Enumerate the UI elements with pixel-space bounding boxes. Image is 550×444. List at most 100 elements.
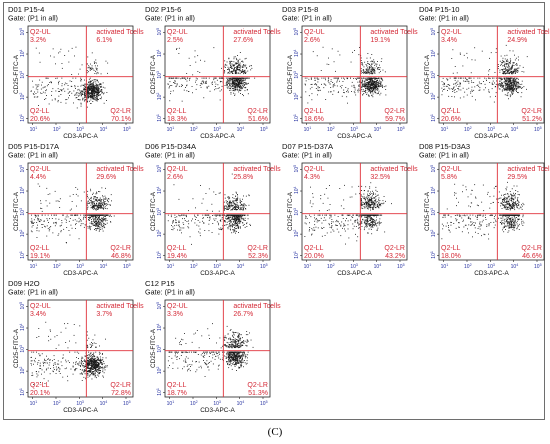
event-dot (521, 71, 523, 72)
event-dot (365, 90, 366, 92)
event-dot (182, 218, 183, 220)
event-dot (370, 71, 372, 72)
event-dot (89, 214, 91, 216)
event-dot (76, 107, 78, 109)
event-dot (97, 218, 99, 220)
event-dot (367, 195, 369, 196)
event-dot (98, 201, 100, 203)
event-dot (373, 220, 375, 222)
event-dot (230, 66, 232, 68)
event-dot (441, 94, 443, 96)
event-dot (221, 89, 222, 91)
event-dot (243, 85, 244, 87)
event-dot (98, 214, 100, 216)
event-dot (216, 221, 218, 223)
event-dot (321, 83, 322, 85)
event-dot (244, 84, 246, 85)
event-dot (229, 72, 231, 74)
event-dot (104, 218, 105, 220)
event-dot (234, 73, 236, 74)
event-dot (95, 205, 97, 207)
event-dot (80, 220, 82, 222)
event-dot (341, 85, 343, 86)
event-dot (376, 83, 378, 85)
event-dot (368, 205, 369, 207)
event-dot (248, 194, 250, 196)
event-dot (99, 86, 101, 88)
event-dot (511, 94, 513, 95)
event-dot (228, 216, 230, 218)
event-dot (516, 91, 517, 92)
event-dot (38, 220, 40, 222)
event-dot (454, 66, 456, 67)
event-dot (176, 84, 178, 86)
event-dot (240, 220, 242, 222)
event-dot (488, 89, 490, 91)
event-dot (468, 80, 470, 82)
event-dot (239, 80, 240, 81)
event-dot (366, 87, 368, 89)
event-dot (361, 62, 363, 63)
event-dot (79, 93, 81, 95)
event-dot (233, 92, 234, 94)
event-dot (371, 198, 372, 200)
event-dot (364, 222, 366, 224)
event-dot (178, 226, 180, 228)
event-dot (88, 84, 90, 86)
event-dot (84, 83, 86, 85)
event-dot (363, 77, 365, 79)
event-dot (364, 197, 366, 199)
event-dot (363, 85, 365, 87)
event-dot (232, 207, 234, 209)
event-dot (511, 84, 513, 86)
event-dot (515, 80, 517, 82)
event-dot (31, 220, 33, 222)
event-dot (234, 77, 236, 79)
event-dot (237, 221, 239, 223)
event-dot (350, 77, 351, 79)
event-dot (359, 81, 361, 83)
event-dot (509, 89, 511, 91)
event-dot (55, 77, 57, 79)
event-dot (89, 66, 90, 68)
event-dot (46, 187, 48, 189)
event-dot (235, 77, 237, 79)
event-dot (519, 65, 521, 67)
event-dot (236, 218, 237, 220)
event-dot (205, 193, 207, 194)
event-dot (371, 95, 373, 97)
event-dot (242, 86, 244, 88)
event-dot (243, 64, 245, 66)
event-dot (233, 81, 235, 83)
event-dot (83, 89, 85, 91)
event-dot (110, 221, 112, 223)
event-dot (100, 229, 102, 230)
event-dot (88, 87, 89, 89)
quadrant-lr-label: Q2-LR (110, 245, 131, 252)
event-dot (98, 218, 100, 220)
event-dot (241, 214, 243, 216)
event-dot (229, 201, 231, 203)
event-dot (98, 199, 100, 201)
quadrant-ul-label: Q2-UL (441, 29, 462, 36)
event-dot (64, 84, 66, 86)
event-dot (494, 72, 496, 73)
event-dot (230, 209, 232, 211)
event-dot (222, 227, 224, 229)
y-tick-label: 105 (19, 28, 26, 36)
event-dot (362, 208, 364, 209)
event-dot (512, 89, 513, 91)
event-dot (504, 88, 506, 90)
event-dot (373, 207, 374, 209)
event-dot (209, 218, 211, 220)
event-dot (377, 88, 378, 90)
event-dot (447, 79, 449, 81)
event-dot (369, 204, 371, 206)
event-dot (323, 77, 325, 79)
event-dot (511, 85, 513, 86)
event-dot (96, 68, 98, 70)
event-dot (205, 81, 207, 83)
event-dot (329, 217, 331, 219)
event-dot (237, 62, 239, 64)
event-dot (365, 84, 367, 86)
